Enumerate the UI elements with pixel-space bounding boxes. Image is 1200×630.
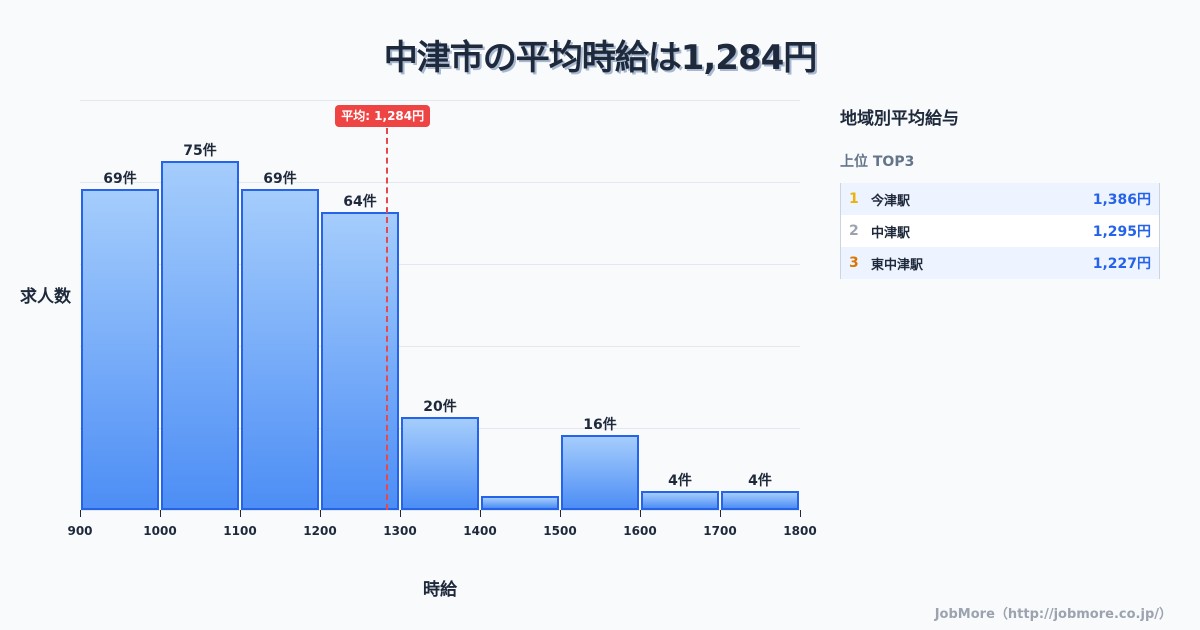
average-line (386, 128, 389, 510)
histogram-bar (401, 416, 479, 510)
average-wage: 1,386円 (1092, 192, 1151, 208)
gridline (80, 346, 800, 347)
gridline (80, 510, 800, 511)
rank-number: 2 (849, 223, 859, 239)
average-wage: 1,295円 (1092, 224, 1151, 240)
x-axis-tick (160, 510, 161, 517)
x-axis-tick (240, 510, 241, 517)
x-axis-tick-label: 1400 (463, 524, 497, 538)
bar-value-label: 64件 (343, 193, 377, 210)
x-axis-tick-label: 1800 (783, 524, 817, 538)
rank-number: 1 (849, 191, 859, 207)
bar-value-label: 69件 (103, 170, 137, 187)
x-axis-tick-label: 1000 (143, 524, 177, 538)
x-axis-tick (800, 510, 801, 517)
x-axis-tick (480, 510, 481, 517)
bar-value-label: 16件 (583, 417, 617, 434)
ranking-row: 1 今津駅 1,386円 (841, 183, 1159, 215)
panel-subtitle: 上位 TOP3 (840, 154, 915, 170)
x-axis-tick (720, 510, 721, 517)
panel-title: 地域別平均給与 (840, 109, 959, 129)
x-axis-tick (320, 510, 321, 517)
bar-value-label: 75件 (183, 142, 217, 159)
y-axis-label: 求人数 (20, 287, 71, 307)
histogram-bar (641, 491, 719, 510)
histogram-bar (721, 491, 799, 510)
station-name: 今津駅 (871, 193, 911, 209)
x-axis-tick-label: 1700 (703, 524, 737, 538)
histogram-chart: 求人数 時給 69件 75件 69件 64件 20件 16件 4件 4件 900 1000 1100… (20, 100, 817, 600)
histogram-bar (161, 160, 239, 510)
histogram-bar (561, 435, 639, 510)
x-axis-tick-label: 1200 (303, 524, 337, 538)
gridline (80, 182, 800, 183)
x-axis-tick-label: 1500 (543, 524, 577, 538)
x-axis-tick-label: 1600 (623, 524, 657, 538)
bar-value-label: 20件 (423, 398, 457, 415)
histogram-bar (81, 188, 159, 510)
x-axis-tick-label: 900 (67, 524, 93, 538)
histogram-bar (241, 188, 319, 510)
x-axis-tick (640, 510, 641, 517)
station-name: 中津駅 (871, 225, 911, 241)
average-wage: 1,227円 (1092, 256, 1151, 272)
x-axis-tick (80, 510, 81, 517)
x-axis-tick (560, 510, 561, 517)
ranking-table: 1 今津駅 1,386円 2 中津駅 1,295円 3 東中津駅 1,227円 (840, 183, 1160, 279)
histogram-bar (321, 211, 399, 510)
average-badge: 平均: 1,284円 (335, 105, 431, 127)
bar-value-label: 4件 (668, 473, 692, 490)
x-axis-label: 時給 (423, 580, 457, 600)
regional-salary-panel: 地域別平均給与 上位 TOP3 1 今津駅 1,386円 2 中津駅 1,295… (840, 104, 1160, 279)
bar-value-label: 69件 (263, 170, 297, 187)
histogram-bar (481, 496, 559, 510)
bar-value-label: 4件 (748, 473, 772, 490)
x-axis-tick (400, 510, 401, 517)
gridline (80, 100, 800, 101)
rank-number: 3 (849, 255, 859, 271)
footer-credit: JobMore（http://jobmore.co.jp/） (934, 607, 1172, 622)
x-axis-tick-label: 1100 (223, 524, 257, 538)
x-axis-tick-label: 1300 (383, 524, 417, 538)
ranking-row: 2 中津駅 1,295円 (841, 215, 1159, 247)
station-name: 東中津駅 (871, 257, 924, 273)
page-title: 中津市の平均時給は1,284円 (383, 38, 818, 78)
gridline (80, 264, 800, 265)
ranking-row: 3 東中津駅 1,227円 (841, 247, 1159, 279)
